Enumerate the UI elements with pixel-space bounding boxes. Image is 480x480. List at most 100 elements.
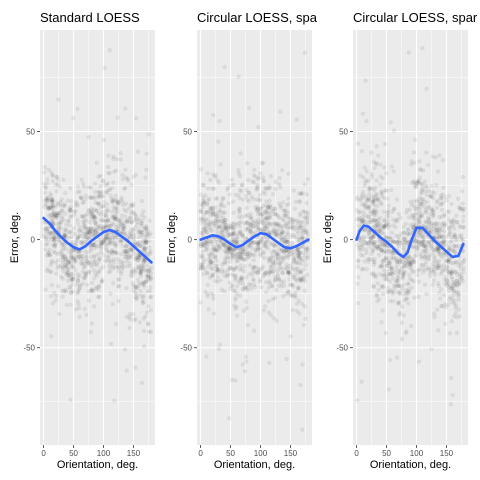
scatter-point xyxy=(229,177,235,182)
scatter-point xyxy=(116,200,122,205)
scatter-point xyxy=(230,228,236,234)
scatter-point xyxy=(268,269,273,275)
scatter-point xyxy=(305,250,310,255)
scatter-point xyxy=(218,203,223,209)
scatter-point xyxy=(137,281,142,286)
scatter-point xyxy=(277,261,282,266)
scatter-point xyxy=(369,171,374,177)
scatter-point xyxy=(110,249,115,255)
scatter-point xyxy=(104,233,109,238)
scatter-point xyxy=(419,213,425,219)
scatter-point xyxy=(258,251,263,257)
scatter-point xyxy=(115,251,120,256)
scatter-point xyxy=(389,271,394,276)
scatter-point xyxy=(243,252,248,257)
scatter-point xyxy=(90,213,96,219)
scatter-point xyxy=(373,219,379,225)
scatter-point xyxy=(386,258,391,264)
scatter-point xyxy=(389,164,395,169)
scatter-point xyxy=(426,219,432,225)
scatter-point xyxy=(370,232,376,238)
scatter-point xyxy=(62,254,68,260)
scatter-point xyxy=(213,239,218,244)
scatter-point xyxy=(294,308,300,314)
scatter-point xyxy=(142,268,147,273)
scatter-point xyxy=(395,282,400,288)
scatter-point xyxy=(103,213,108,218)
scatter-point xyxy=(369,271,374,276)
scatter-point xyxy=(210,251,215,256)
scatter-point xyxy=(417,238,422,244)
scatter-point xyxy=(257,197,262,202)
y-axis-label: Error, deg. xyxy=(9,212,21,263)
scatter-point xyxy=(210,260,216,266)
scatter-point xyxy=(451,222,456,227)
scatter-point xyxy=(143,249,148,255)
scatter-point xyxy=(48,212,53,217)
scatter-point xyxy=(455,290,460,295)
scatter-point xyxy=(121,260,126,265)
scatter-point xyxy=(383,272,388,277)
scatter-point xyxy=(271,228,277,233)
scatter-point xyxy=(446,302,451,307)
scatter-point xyxy=(282,212,287,218)
scatter-point xyxy=(262,244,268,249)
scatter-point xyxy=(366,195,372,201)
scatter-point xyxy=(296,250,301,256)
scatter-point xyxy=(122,249,128,254)
scatter-point xyxy=(120,264,125,269)
scatter-point xyxy=(91,304,97,309)
scatter-point xyxy=(141,280,146,285)
scatter-point xyxy=(50,236,55,242)
scatter-point xyxy=(360,189,366,195)
scatter-point xyxy=(409,162,414,167)
scatter-point xyxy=(206,222,211,227)
scatter-point xyxy=(136,229,141,235)
scatter-point xyxy=(222,210,227,215)
scatter-point xyxy=(274,318,279,323)
scatter-point xyxy=(205,241,210,247)
scatter-point xyxy=(53,182,59,187)
scatter-point xyxy=(409,268,415,274)
scatter-point xyxy=(430,154,435,159)
scatter-point xyxy=(132,318,137,323)
scatter-point xyxy=(424,86,429,91)
scatter-point xyxy=(376,287,382,292)
scatter-point xyxy=(54,174,59,180)
scatter-point xyxy=(101,137,107,143)
scatter-point xyxy=(447,244,452,249)
scatter-point xyxy=(364,227,369,233)
scatter-point xyxy=(285,230,291,236)
scatter-point xyxy=(115,115,120,120)
scatter-point xyxy=(139,223,145,229)
scatter-point xyxy=(116,259,122,265)
scatter-point xyxy=(200,249,205,254)
scatter-point xyxy=(129,203,134,209)
scatter-point xyxy=(384,171,389,176)
scatter-point xyxy=(244,219,250,225)
scatter-point xyxy=(208,239,213,245)
scatter-point xyxy=(126,206,132,211)
scatter-point xyxy=(117,220,122,225)
scatter-point xyxy=(139,198,145,204)
scatter-point xyxy=(405,281,411,286)
scatter-point xyxy=(426,241,431,247)
scatter-point xyxy=(384,263,390,269)
scatter-point xyxy=(256,175,262,180)
scatter-point xyxy=(236,167,241,173)
scatter-point xyxy=(62,253,68,259)
scatter-point xyxy=(423,219,428,224)
scatter-point xyxy=(100,178,106,184)
scatter-point xyxy=(245,249,250,255)
scatter-point xyxy=(113,321,119,327)
scatter-point xyxy=(145,274,151,280)
scatter-point xyxy=(381,258,386,263)
scatter-point xyxy=(406,50,411,55)
scatter-point xyxy=(104,213,109,218)
scatter-point xyxy=(48,213,54,218)
scatter-point xyxy=(216,224,221,230)
scatter-point xyxy=(419,187,425,193)
scatter-point xyxy=(247,263,253,268)
scatter-point xyxy=(277,232,283,238)
scatter-point xyxy=(371,217,376,223)
